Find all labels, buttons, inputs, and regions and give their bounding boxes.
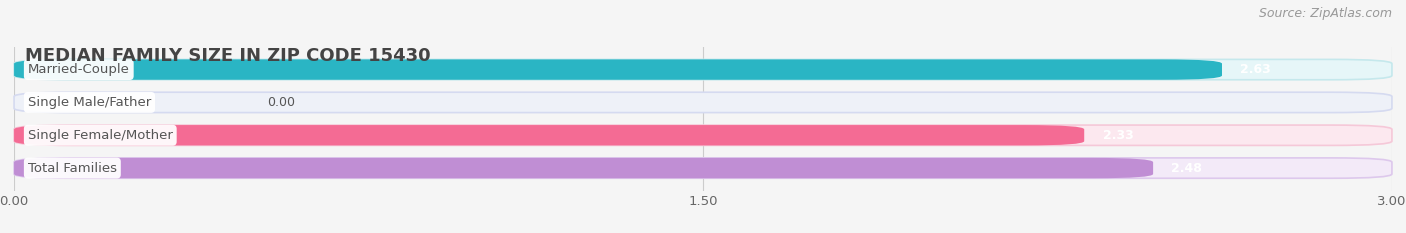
Text: Source: ZipAtlas.com: Source: ZipAtlas.com [1258,7,1392,20]
Text: Total Families: Total Families [28,161,117,175]
FancyBboxPatch shape [14,158,1153,178]
FancyBboxPatch shape [14,125,1392,145]
FancyBboxPatch shape [14,158,1392,178]
FancyBboxPatch shape [14,59,1392,80]
FancyBboxPatch shape [14,125,1084,145]
Text: 2.48: 2.48 [1171,161,1202,175]
Text: Single Male/Father: Single Male/Father [28,96,150,109]
Text: Married-Couple: Married-Couple [28,63,129,76]
Text: 2.33: 2.33 [1102,129,1133,142]
Text: 2.63: 2.63 [1240,63,1271,76]
Text: MEDIAN FAMILY SIZE IN ZIP CODE 15430: MEDIAN FAMILY SIZE IN ZIP CODE 15430 [25,47,430,65]
Text: 0.00: 0.00 [267,96,295,109]
FancyBboxPatch shape [14,59,1222,80]
Text: Single Female/Mother: Single Female/Mother [28,129,173,142]
FancyBboxPatch shape [14,92,1392,113]
